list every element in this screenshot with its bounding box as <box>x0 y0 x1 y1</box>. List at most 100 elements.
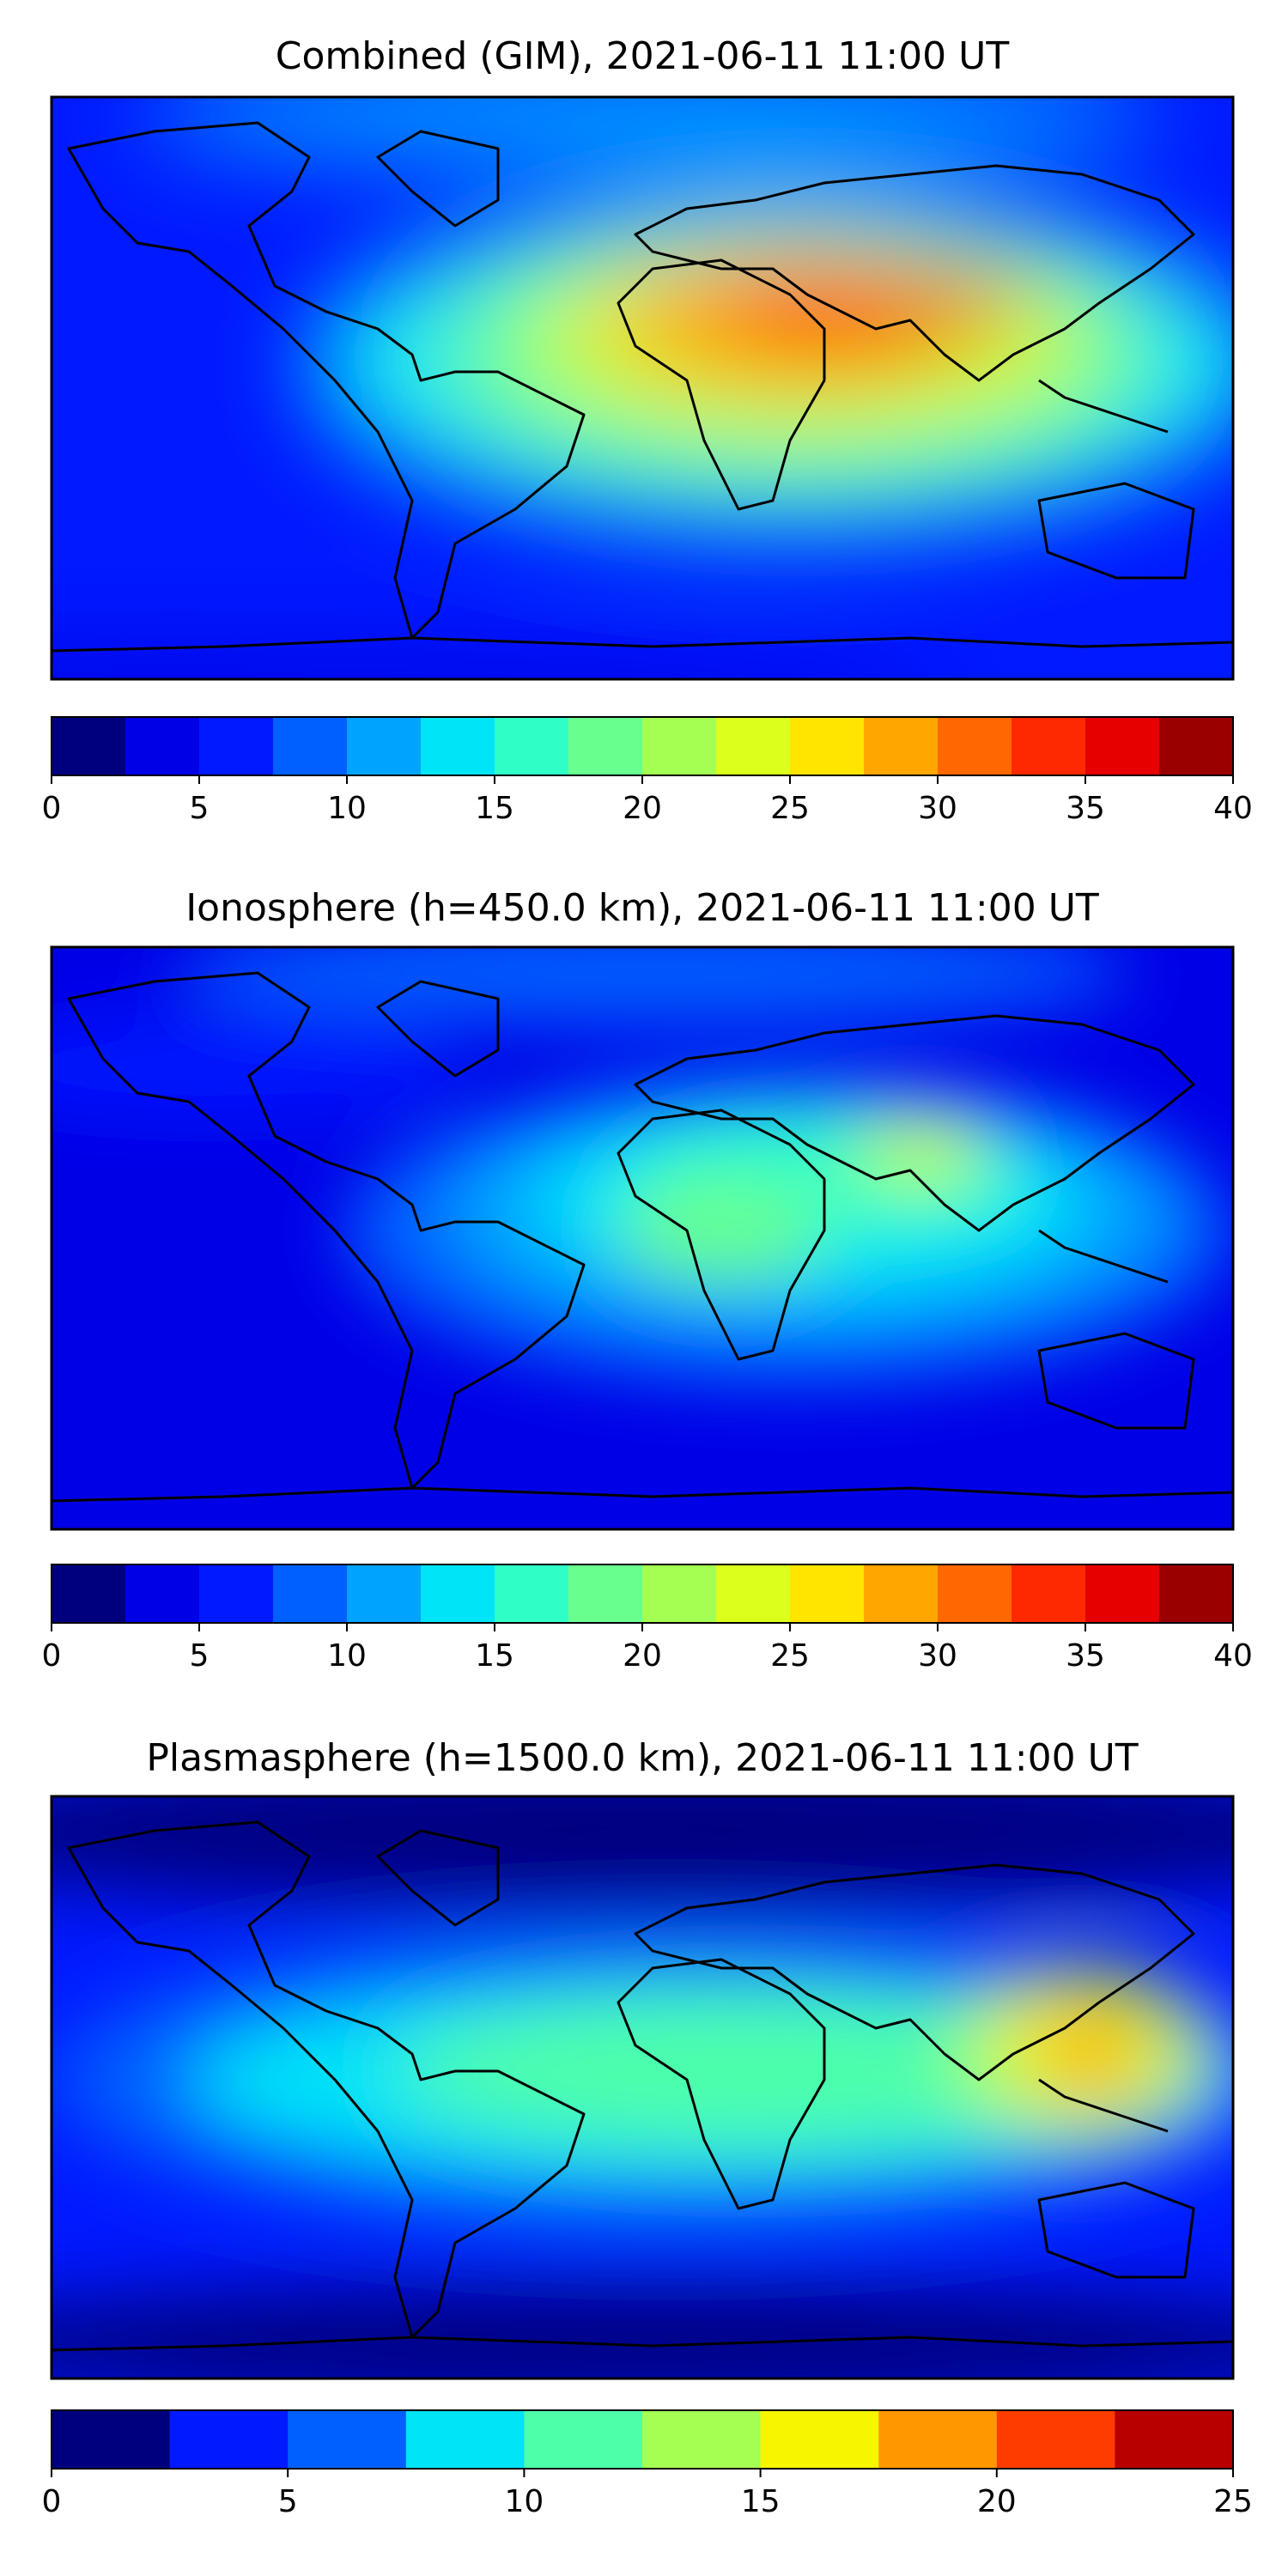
colorbar-segment <box>1012 717 1086 775</box>
colorbar-segment <box>421 717 495 775</box>
colorbar-segment <box>524 2410 643 2469</box>
colorbar-tick-label: 20 <box>623 791 662 826</box>
colorbar-tick-label: 10 <box>327 1638 367 1674</box>
colorbar-segment <box>347 717 422 775</box>
colorbar-tick-label: 15 <box>741 2484 781 2519</box>
panel-title: Combined (GIM), 2021-06-11 11:00 UT <box>276 34 1010 78</box>
panel-title: Plasmasphere (h=1500.0 km), 2021-06-11 1… <box>146 1736 1138 1780</box>
coastlines <box>52 121 1233 653</box>
colorbar-tick-label: 40 <box>1213 1638 1253 1674</box>
colorbar-segment <box>642 717 717 775</box>
colorbar-tick-label: 35 <box>1066 791 1105 826</box>
map-frame <box>50 1795 1235 2380</box>
tec-region <box>52 1016 464 1119</box>
colorbar-segment <box>568 1564 643 1623</box>
colorbar-segment <box>716 1564 791 1623</box>
tec-region <box>893 271 1030 326</box>
tec-region <box>618 1179 824 1282</box>
colorbar-segment <box>273 717 348 775</box>
colorbar-frame <box>51 2409 1234 2470</box>
map-plot <box>50 95 1235 681</box>
map-plot <box>50 945 1235 1531</box>
colorbar-segment <box>1159 717 1234 775</box>
colorbar-tick-label: 15 <box>475 1638 514 1674</box>
tec-region <box>52 655 874 679</box>
colorbar-segment <box>790 1564 865 1623</box>
colorbar-segment <box>996 2410 1115 2469</box>
colorbar-tick-label: 15 <box>475 791 514 826</box>
colorbar-segments <box>52 2410 1234 2469</box>
colorbar-ticks: 0 5 10 15 20 25 30 35 40 <box>42 1623 1253 1674</box>
map-frame <box>50 945 1235 1531</box>
colorbar-segment <box>864 1564 939 1623</box>
colorbar-ticks: 0 5 10 15 20 25 30 35 40 <box>42 775 1253 826</box>
colorbar-tick-label: 25 <box>1213 2484 1253 2519</box>
panel-plasmasphere: Plasmasphere (h=1500.0 km), 2021-06-11 1… <box>42 1736 1253 2519</box>
colorbar-segment <box>1159 1564 1234 1623</box>
colorbar-ticks: 0 5 10 15 20 25 <box>42 2469 1253 2519</box>
colorbar-segment <box>1085 717 1160 775</box>
colorbar: 0 5 10 15 20 25 <box>42 2409 1253 2519</box>
colorbar-segment <box>125 1564 200 1623</box>
colorbar-segment <box>642 1564 717 1623</box>
coastlines <box>52 971 1233 1503</box>
colorbar-tick-label: 40 <box>1213 791 1253 826</box>
colorbar-tick-label: 25 <box>770 1638 810 1674</box>
tec-region <box>172 947 1133 1024</box>
colorbar-tick-label: 5 <box>190 1638 210 1674</box>
colorbar-segment <box>568 717 643 775</box>
tec-region <box>893 1130 962 1168</box>
colorbar-segment <box>760 2410 879 2469</box>
colorbar: 0 5 10 15 20 25 30 35 40 <box>42 716 1253 826</box>
colorbar-segment <box>1085 1564 1160 1623</box>
colorbar-tick-label: 25 <box>770 791 810 826</box>
colorbar-tick-label: 20 <box>623 1638 662 1674</box>
colorbar-tick-label: 10 <box>327 791 367 826</box>
colorbar-segments <box>52 717 1234 775</box>
colorbar-segment <box>52 717 126 775</box>
coastlines <box>52 1820 1233 2352</box>
colorbar-segment <box>1012 1564 1086 1623</box>
colorbar-segment <box>273 1564 348 1623</box>
colorbar-segment <box>169 2410 289 2469</box>
colorbar-segment <box>495 1564 569 1623</box>
colorbar-segment <box>199 1564 274 1623</box>
colorbar-segment <box>1115 2410 1234 2469</box>
colorbar-tick-label: 5 <box>190 791 210 826</box>
colorbar-tick-label: 30 <box>918 791 957 826</box>
map-plot <box>50 1795 1235 2380</box>
colorbar-segment <box>125 717 200 775</box>
colorbar-segment <box>878 2410 998 2469</box>
colorbar-segment <box>199 717 274 775</box>
tec-region <box>1039 2020 1142 2088</box>
colorbar-segment <box>790 717 865 775</box>
colorbar-segment <box>716 717 791 775</box>
map-frame <box>50 95 1235 681</box>
colorbar-segment <box>347 1564 422 1623</box>
colorbar-segment <box>864 717 939 775</box>
colorbar-tick-label: 20 <box>977 2484 1017 2519</box>
colorbar-tick-label: 10 <box>504 2484 544 2519</box>
tec-region <box>137 97 1168 166</box>
colorbar-segment <box>421 1564 495 1623</box>
colorbar-segment <box>52 1564 126 1623</box>
colorbar-tick-label: 30 <box>918 1638 957 1674</box>
colorbar-segments <box>52 1564 1234 1623</box>
colorbar-tick-label: 0 <box>42 1638 62 1674</box>
tec-region <box>52 2286 1233 2379</box>
colorbar-segment <box>52 2410 171 2469</box>
colorbar-segment <box>642 2410 762 2469</box>
colorbar-tick-label: 35 <box>1066 1638 1105 1674</box>
colorbar-tick-label: 0 <box>42 791 62 826</box>
colorbar-segment <box>938 717 1012 775</box>
panel-ionosphere: Ionosphere (h=450.0 km), 2021-06-11 11:0… <box>42 886 1253 1674</box>
colorbar-segment <box>405 2410 525 2469</box>
colorbar-segment <box>495 717 569 775</box>
tec-region <box>52 1796 1233 1908</box>
colorbar-segment <box>938 1564 1012 1623</box>
colorbar-tick-label: 5 <box>278 2484 298 2519</box>
colorbar: 0 5 10 15 20 25 30 35 40 <box>42 1564 1253 1674</box>
colorbar-tick-label: 0 <box>42 2484 62 2519</box>
colorbar-segment <box>288 2410 407 2469</box>
